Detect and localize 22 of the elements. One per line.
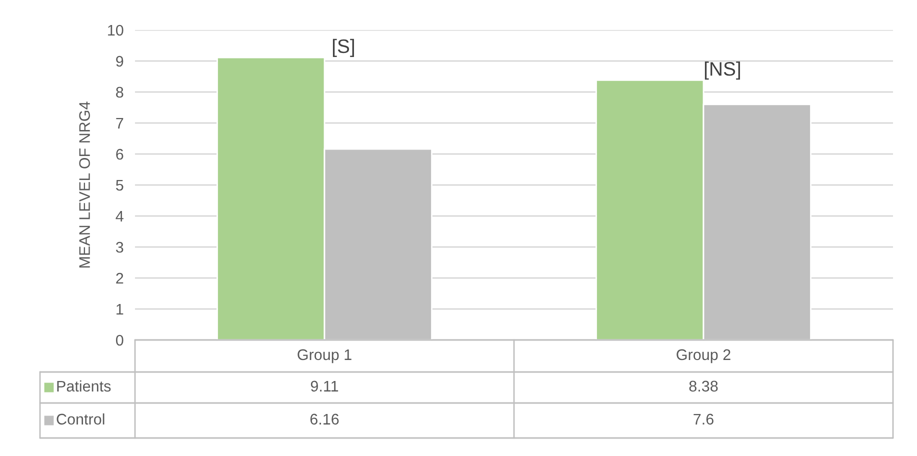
y-tick-label: 8 — [116, 86, 124, 98]
y-axis-title: MEAN LEVEL OF NRG4 — [79, 102, 90, 268]
data-label: 6.16 — [310, 414, 339, 425]
annotation: [S] — [332, 38, 354, 57]
y-tick-label: 2 — [116, 272, 124, 284]
y-tick-label: 5 — [116, 180, 124, 191]
data-label: 7.6 — [694, 414, 714, 425]
y-tick-label: 6 — [116, 148, 124, 160]
legend-label: Patients — [57, 380, 111, 392]
data-label: 8.38 — [689, 380, 718, 392]
y-tick-label: 7 — [116, 118, 124, 129]
x-tick-label: Group 1 — [298, 349, 352, 364]
y-tick-label: 4 — [116, 211, 124, 222]
x-tick-label: Group 2 — [676, 349, 730, 364]
y-tick-label: 3 — [116, 242, 124, 253]
y-tick-label: 10 — [108, 24, 124, 36]
y-tick-label: 1 — [116, 304, 124, 315]
legend-label: Control — [56, 413, 104, 425]
data-label: 9.11 — [310, 380, 338, 392]
annotation: [NS] — [704, 61, 740, 80]
y-tick-label: 0 — [116, 334, 124, 346]
y-tick-label: 9 — [116, 56, 124, 67]
